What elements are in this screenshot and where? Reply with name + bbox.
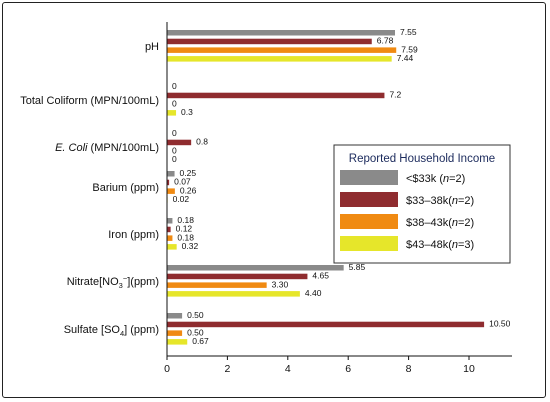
bar (167, 313, 183, 319)
bar (167, 339, 188, 345)
legend-title: Reported Household Income (349, 153, 495, 165)
data-label: 0 (172, 154, 177, 164)
data-label: 0 (172, 98, 177, 108)
data-label: 0.67 (192, 336, 209, 346)
data-label: 0 (172, 81, 177, 91)
category-label: Iron (ppm) (108, 229, 159, 241)
data-label: 10.50 (489, 319, 511, 329)
data-label: 0.07 (174, 177, 191, 187)
legend-label: $33–38k(n=2) (406, 195, 474, 207)
bar (167, 273, 308, 280)
bar (167, 265, 344, 271)
data-label: 4.65 (312, 271, 329, 281)
data-label: 3.30 (272, 279, 289, 289)
bar (167, 92, 385, 99)
x-tick-label: 10 (463, 363, 475, 375)
bar (167, 282, 267, 288)
bar (167, 218, 173, 224)
bar (167, 291, 300, 297)
category-label: E. Coli (MPN/100mL) (55, 142, 159, 154)
bar (167, 47, 397, 53)
data-label: 5.85 (349, 262, 366, 272)
category-label: pH (145, 41, 159, 53)
bar (167, 188, 175, 194)
x-tick-label: 4 (285, 363, 291, 375)
data-label: 0.50 (187, 310, 204, 320)
legend-label: $38–43k(n=2) (406, 217, 474, 229)
bar (167, 171, 175, 177)
bar (167, 321, 485, 328)
bar (167, 110, 177, 116)
category-label: Barium (ppm) (92, 182, 159, 194)
data-label: 0.50 (187, 327, 204, 337)
bar (167, 330, 183, 336)
legend-label: <$33k (n=2) (406, 173, 465, 185)
x-tick-label: 0 (164, 363, 170, 375)
data-label: 7.59 (401, 44, 418, 54)
x-tick-label: 8 (406, 363, 412, 375)
bar (167, 235, 173, 241)
data-label: 7.2 (389, 90, 401, 100)
legend-label: $43–48k(n=3) (406, 239, 474, 251)
data-label: 0.3 (181, 107, 193, 117)
data-label: 6.78 (377, 36, 394, 46)
legend-swatch (340, 236, 398, 251)
category-label: Total Coliform (MPN/100mL) (20, 95, 159, 107)
data-label: 0.18 (177, 215, 194, 225)
bar (167, 30, 396, 36)
category-label: Nitrate[NO3−](ppm) (67, 274, 159, 290)
legend-swatch (340, 192, 398, 207)
bar (167, 56, 392, 62)
data-label: 0.32 (182, 241, 199, 251)
data-label: 4.40 (305, 288, 322, 298)
data-label: 0.18 (177, 232, 194, 242)
bar (167, 179, 170, 186)
data-label: 0 (172, 145, 177, 155)
bar (167, 139, 192, 146)
x-tick-label: 6 (345, 363, 351, 375)
data-label: 0.8 (196, 137, 208, 147)
data-label: 7.44 (397, 53, 414, 63)
bar (167, 38, 372, 45)
bar (167, 226, 171, 233)
data-label: 7.55 (400, 27, 417, 37)
legend-swatch (340, 170, 398, 185)
data-label: 0.02 (173, 194, 190, 204)
bar (167, 244, 177, 250)
data-label: 0.25 (180, 168, 197, 178)
legend-swatch (340, 214, 398, 229)
data-label: 0.12 (176, 224, 193, 234)
x-tick-label: 2 (224, 363, 230, 375)
category-label: Sulfate [SO4] (ppm) (64, 324, 159, 338)
data-label: 0.26 (180, 185, 197, 195)
data-label: 0 (172, 128, 177, 138)
